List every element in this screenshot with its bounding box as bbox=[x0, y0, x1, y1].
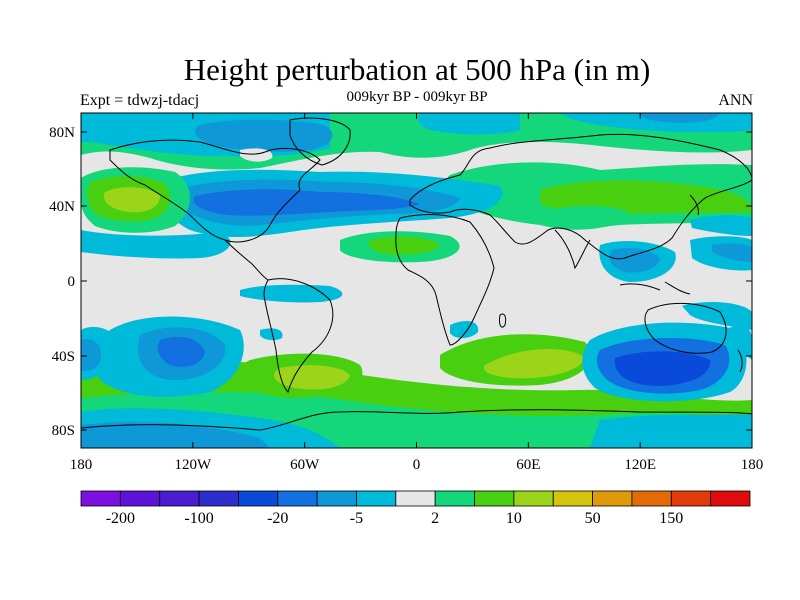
colorbar-swatch bbox=[80, 490, 121, 507]
colorbar-label: -20 bbox=[267, 510, 288, 527]
colorbar-label: 10 bbox=[506, 510, 522, 527]
lon-tick-label: 120E bbox=[624, 457, 656, 473]
lon-tick-label: 60W bbox=[290, 457, 320, 473]
lon-tick-label: 180 bbox=[70, 457, 93, 473]
lon-tick-label: 120W bbox=[174, 457, 212, 473]
longitude-axis: 180 120W 60W 0 60E 120E 180 bbox=[70, 113, 764, 473]
colorbar-swatch bbox=[434, 490, 475, 507]
lat-tick-label: 40S bbox=[52, 349, 75, 365]
colorbar-swatch bbox=[356, 490, 397, 507]
lon-tick-label: 60E bbox=[516, 457, 540, 473]
colorbar-swatch bbox=[631, 490, 672, 507]
colorbar-label: 50 bbox=[585, 510, 601, 527]
colorbar-swatch bbox=[670, 490, 712, 507]
colorbar-swatch bbox=[119, 490, 161, 507]
lon-tick-label: 0 bbox=[413, 457, 421, 473]
colorbar-swatch bbox=[474, 490, 515, 507]
lat-tick-label: 80S bbox=[52, 423, 75, 439]
colorbar-label: -5 bbox=[350, 510, 363, 527]
colorbar-swatch bbox=[513, 490, 554, 507]
colorbar-label: 150 bbox=[659, 510, 683, 527]
experiment-label: Expt = tdwzj-tdacj bbox=[80, 92, 200, 109]
colorbar-swatch bbox=[159, 490, 200, 507]
colorbar-swatch bbox=[552, 490, 593, 507]
colorbar-swatch bbox=[395, 490, 436, 507]
colorbar-swatch bbox=[592, 490, 633, 507]
colorbar-swatch bbox=[198, 490, 239, 507]
plot-title: Height perturbation at 500 hPa (in m) bbox=[183, 52, 651, 87]
lat-tick-label: 40N bbox=[49, 199, 75, 215]
latitude-axis: 80N 40N 0 40S 80S bbox=[49, 125, 752, 439]
lon-tick-label: 180 bbox=[741, 457, 764, 473]
colorbar-swatch bbox=[316, 490, 357, 507]
plot-subtitle: 009kyr BP - 009kyr BP bbox=[346, 89, 488, 105]
lat-tick-label: 80N bbox=[49, 125, 75, 141]
colorbar-label: 2 bbox=[431, 510, 439, 527]
colorbar-label: -200 bbox=[106, 510, 135, 527]
colorbar-swatch bbox=[238, 490, 279, 507]
colorbar-swatch bbox=[277, 490, 318, 507]
lat-tick-label: 0 bbox=[68, 274, 76, 290]
contour-fill-layer bbox=[81, 113, 752, 448]
coastlines bbox=[81, 117, 752, 431]
colorbar-label: -100 bbox=[184, 510, 213, 527]
colorbar: -200 -100 -20 -5 2 10 50 150 bbox=[80, 490, 751, 527]
season-label: ANN bbox=[718, 92, 753, 109]
colorbar-swatch bbox=[710, 490, 751, 507]
